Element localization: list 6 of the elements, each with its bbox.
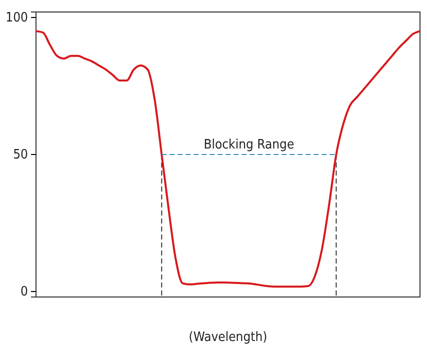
- y-tick-label: 0: [20, 284, 28, 300]
- y-tick-label: 50: [13, 148, 28, 163]
- x-axis-title: (Wavelength): [188, 330, 268, 345]
- annotation: Blocking Range: [204, 138, 294, 152]
- line-series: [35, 30, 421, 288]
- y-tick-label: 100: [6, 10, 28, 26]
